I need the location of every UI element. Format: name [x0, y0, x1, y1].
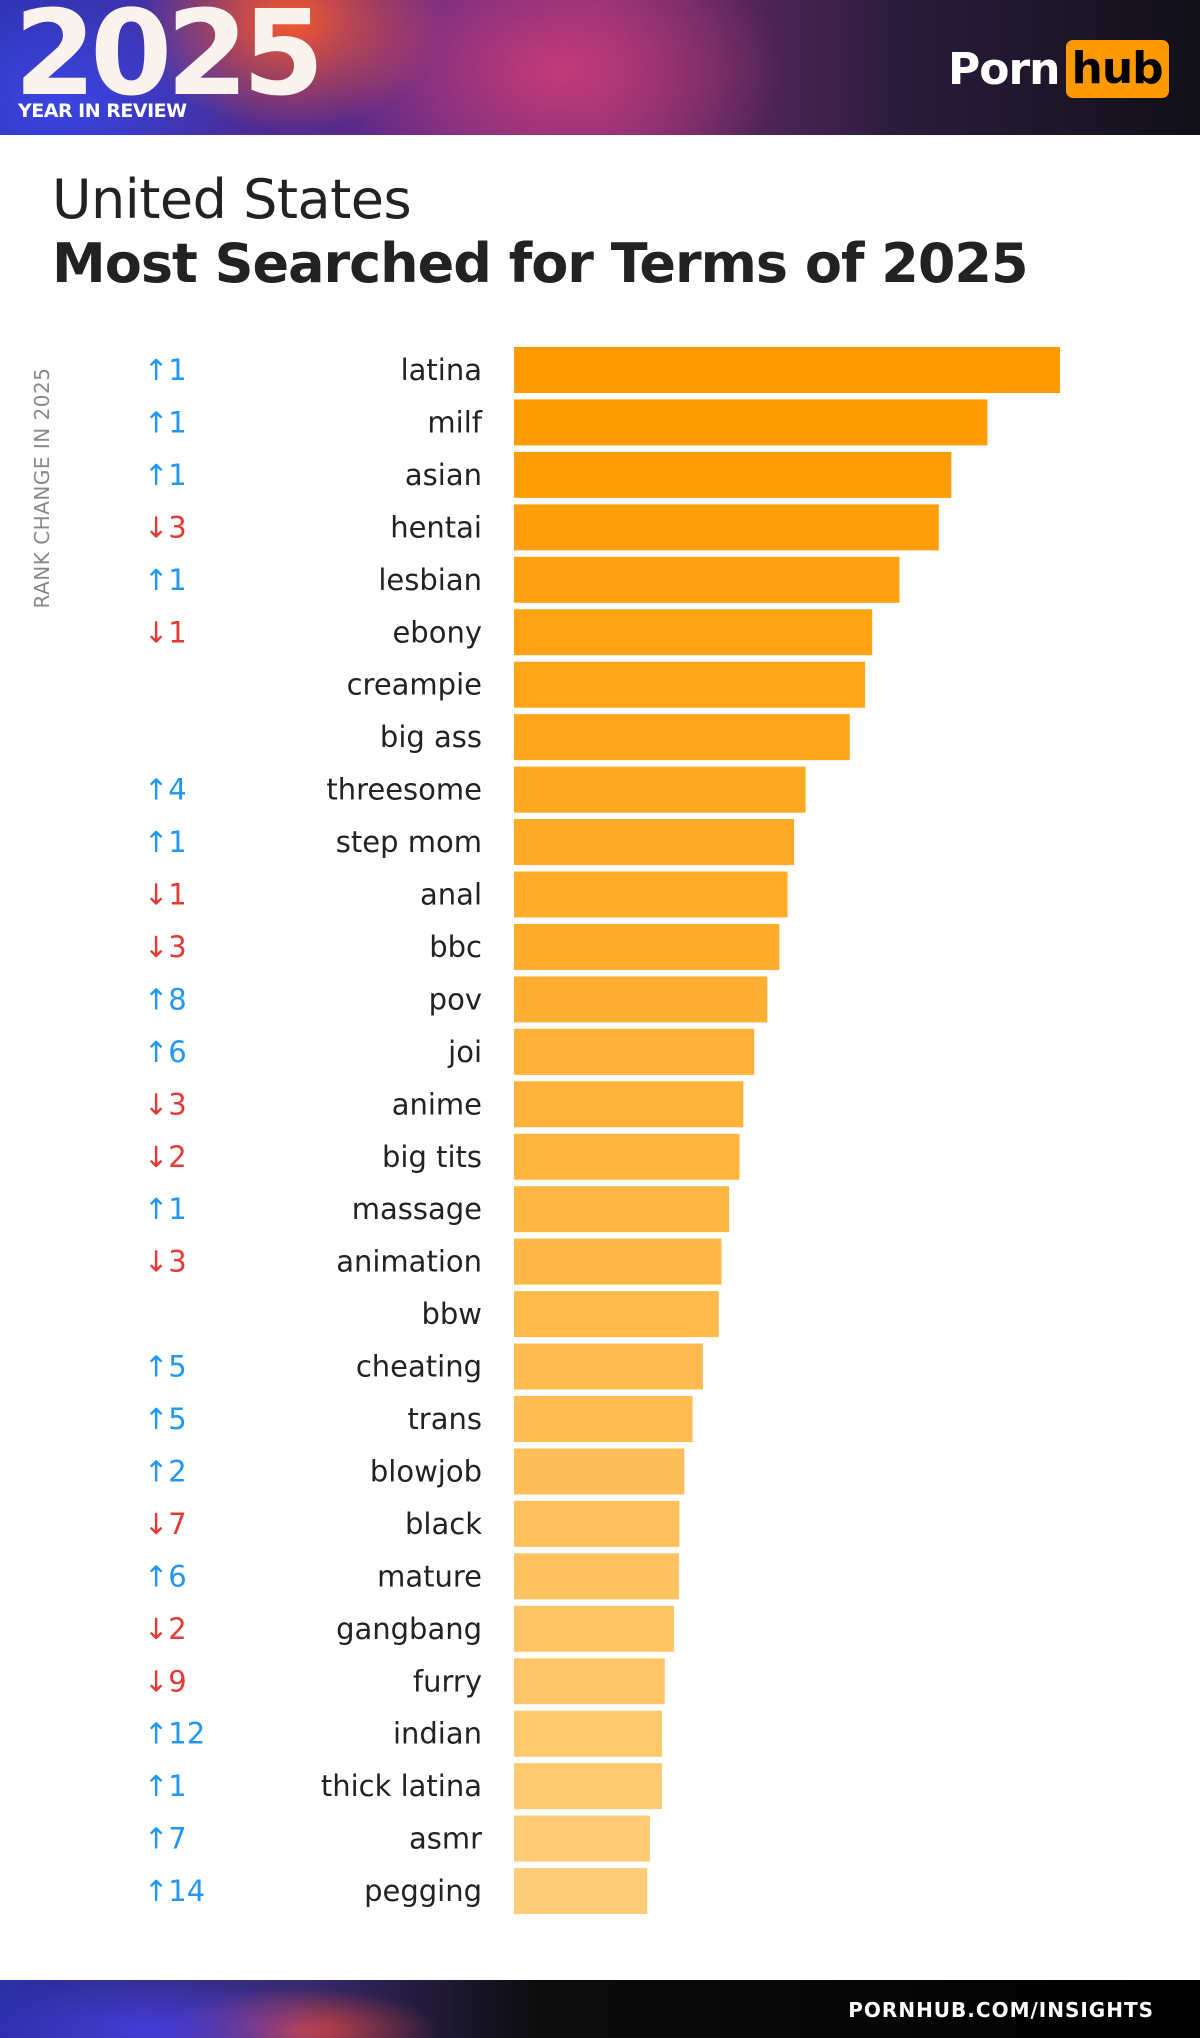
footer-url[interactable]: PORNHUB.COM/INSIGHTS: [848, 1998, 1154, 2022]
rank-change-label: ↑1: [144, 405, 187, 439]
category-label: joi: [447, 1035, 482, 1069]
bar-threesome: [514, 766, 806, 813]
rank-change-label: ↑7: [144, 1822, 187, 1856]
category-label: bbc: [429, 930, 482, 964]
category-label: ebony: [392, 615, 482, 649]
category-label: lesbian: [378, 563, 482, 597]
bar-black: [514, 1500, 680, 1547]
category-label: black: [405, 1507, 482, 1541]
bar-pegging: [514, 1868, 648, 1915]
bar-animation: [514, 1238, 722, 1285]
bar-gangbang: [514, 1605, 674, 1652]
rank-change-label: ↑1: [144, 825, 187, 859]
category-label: bbw: [421, 1297, 482, 1331]
category-label: step mom: [336, 825, 482, 859]
category-label: threesome: [326, 773, 482, 807]
category-label: hentai: [390, 510, 482, 544]
chart-subtitle: United States: [52, 168, 412, 231]
category-label: pegging: [364, 1874, 482, 1908]
bar-ebony: [514, 609, 873, 656]
category-label: anime: [392, 1087, 482, 1121]
rank-change-label: ↓1: [144, 878, 187, 912]
category-label: blowjob: [370, 1454, 482, 1488]
category-label: gangbang: [336, 1612, 482, 1646]
chart-title: Most Searched for Terms of 2025: [52, 232, 1029, 295]
rank-change-label: ↑1: [144, 458, 187, 492]
rank-change-label: ↓3: [144, 930, 187, 964]
rank-change-label: ↓3: [144, 1245, 187, 1279]
rank-change-label: ↑1: [144, 1192, 187, 1226]
category-label: animation: [336, 1245, 482, 1279]
bar-trans: [514, 1396, 693, 1442]
rank-change-label: ↑5: [144, 1402, 187, 1436]
bar-joi: [514, 1028, 755, 1075]
rank-change-label: ↑8: [144, 982, 187, 1016]
category-label: asian: [405, 458, 482, 492]
rank-change-label: ↓9: [144, 1664, 187, 1698]
bar-creampie: [514, 661, 866, 708]
bar-cheating: [514, 1343, 703, 1390]
category-label: big ass: [380, 720, 482, 754]
category-label: cheating: [356, 1350, 482, 1384]
bar-bbc: [514, 923, 780, 970]
category-label: big tits: [382, 1140, 482, 1174]
category-label: anal: [420, 878, 482, 912]
bar-lesbian: [514, 556, 900, 603]
bar-asmr: [514, 1815, 650, 1862]
bar-anime: [514, 1081, 744, 1128]
bar-hentai: [514, 504, 939, 551]
bar-big-ass: [514, 714, 850, 761]
bar-furry: [514, 1658, 665, 1705]
rank-change-label: ↓2: [144, 1612, 187, 1646]
rank-change-label: ↑1: [144, 563, 187, 597]
category-label: thick latina: [321, 1769, 482, 1803]
pornhub-logo[interactable]: Porn hub: [948, 38, 1169, 100]
category-label: indian: [393, 1717, 482, 1751]
bar-pov: [514, 976, 768, 1023]
rank-change-label: ↑1: [144, 353, 187, 387]
bar-anal: [514, 871, 788, 918]
rank-change-label: ↑2: [144, 1454, 187, 1488]
logo-text-porn: Porn: [948, 43, 1060, 95]
rank-change-label: ↑6: [144, 1559, 187, 1593]
bar-milf: [514, 399, 988, 446]
category-label: mature: [377, 1559, 482, 1593]
category-label: latina: [401, 353, 482, 387]
rank-change-label: ↑4: [144, 773, 187, 807]
bar-mature: [514, 1553, 679, 1600]
bar-chart: latina ↑1 milf ↑1 asian ↑1 hentai ↓3 lesbian ↑1 eb…: [144, 347, 1060, 1915]
rank-change-label: ↑5: [144, 1350, 187, 1384]
category-label: trans: [407, 1402, 482, 1436]
bar-blowjob: [514, 1448, 685, 1495]
category-label: asmr: [409, 1822, 482, 1856]
logo-text-hub: hub: [1065, 40, 1169, 98]
category-label: furry: [413, 1664, 482, 1698]
category-label: massage: [352, 1192, 482, 1226]
bar-bbw: [514, 1291, 719, 1338]
rank-change-label: ↓2: [144, 1140, 187, 1174]
year-in-review-label: YEAR IN REVIEW: [18, 100, 187, 122]
rank-change-label: ↑12: [144, 1717, 205, 1751]
bar-thick-latina: [514, 1763, 662, 1810]
bar-step-mom: [514, 819, 795, 866]
rank-change-label: ↓3: [144, 1087, 187, 1121]
footer-banner: PORNHUB.COM/INSIGHTS: [0, 1980, 1200, 2038]
rank-change-label: ↑6: [144, 1035, 187, 1069]
bar-massage: [514, 1186, 730, 1233]
category-label: milf: [427, 405, 482, 439]
rank-change-label: ↑14: [144, 1874, 205, 1908]
category-label: pov: [429, 982, 482, 1016]
rank-change-label: ↓7: [144, 1507, 187, 1541]
rank-change-label: ↑1: [144, 1769, 187, 1803]
year-heading: 2025: [14, 0, 324, 122]
rank-change-label: ↓3: [144, 510, 187, 544]
category-label: creampie: [347, 668, 482, 702]
header-banner: 2025 YEAR IN REVIEW Porn hub: [0, 0, 1200, 135]
bar-latina: [514, 347, 1060, 393]
bar-asian: [514, 451, 952, 498]
bar-indian: [514, 1710, 662, 1757]
rank-change-label: ↓1: [144, 615, 187, 649]
bar-big-tits: [514, 1133, 740, 1180]
